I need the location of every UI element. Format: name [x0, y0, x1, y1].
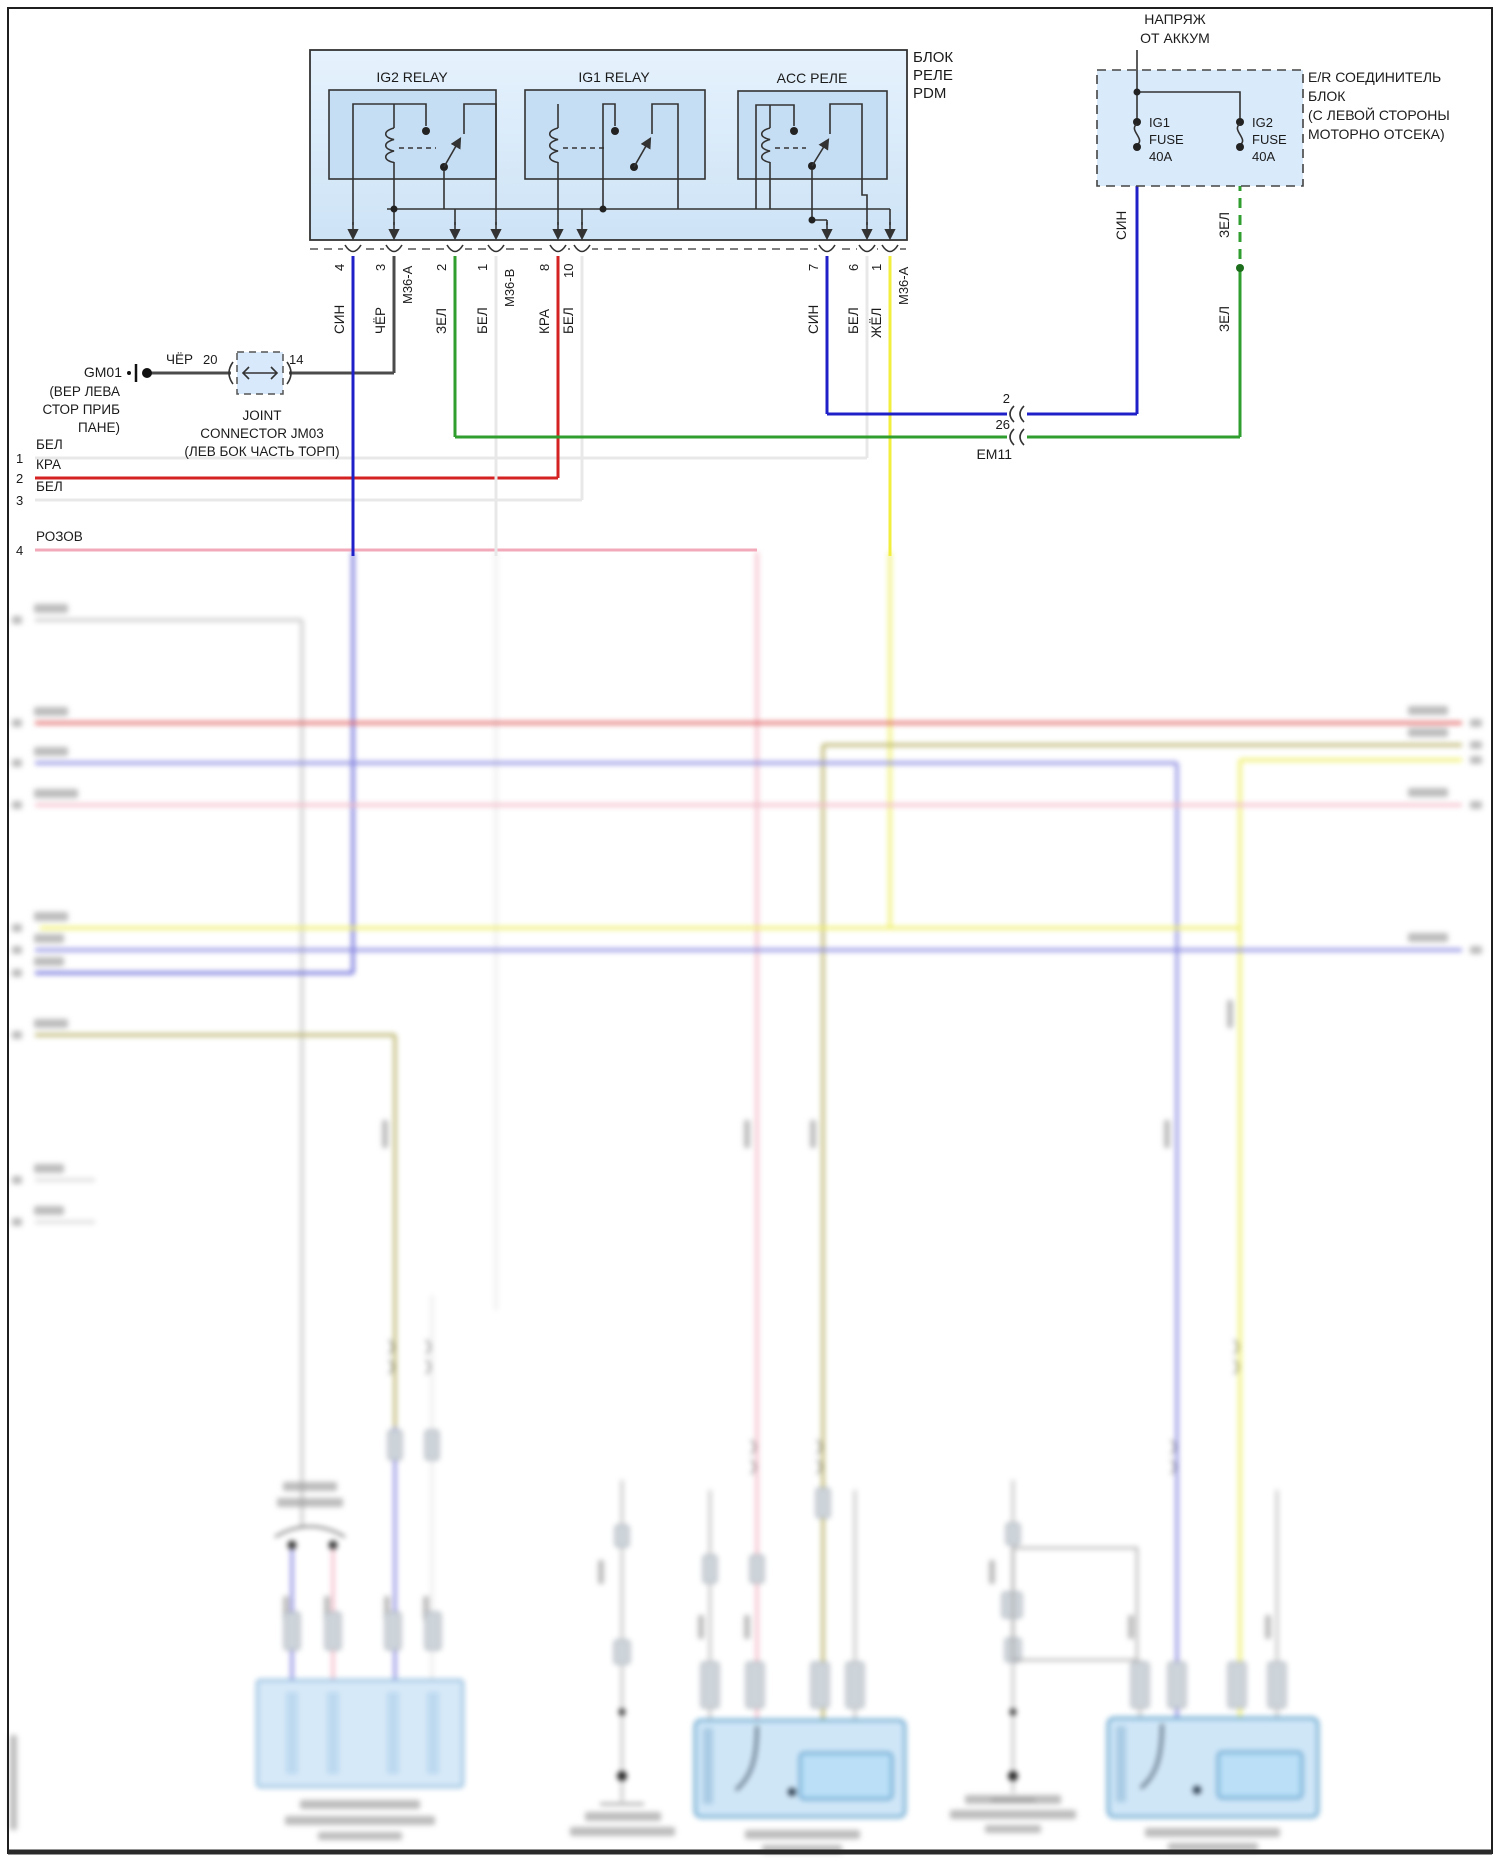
double-arrow-icon [241, 366, 279, 380]
blurred-edge-labels [12, 604, 1482, 1226]
pin-num: 1 [869, 264, 884, 271]
wire-label: ЖЁЛ [869, 308, 884, 338]
er-label-1: E/R СОЕДИНИТЕЛЬ [1308, 69, 1441, 85]
acc-relay-title: ACC РЕЛЕ [777, 70, 848, 86]
wire-label: СИН [1114, 211, 1129, 240]
wire-label: СИН [332, 305, 347, 334]
joint-pin-b: 14 [289, 352, 303, 367]
em11-pin-green: 26 [996, 417, 1010, 432]
line-wire: РОЗОВ [36, 529, 83, 544]
er-label-2: БЛОК [1308, 88, 1346, 104]
wire-label: БЕЛ [561, 307, 576, 334]
ig2-relay-internals [352, 103, 497, 225]
battery-feed-2: ОТ АККУМ [1140, 30, 1210, 46]
blurred-wire-tags [283, 1000, 1271, 1639]
watermark [10, 1735, 17, 1830]
joint-pin-a: 20 [203, 352, 217, 367]
ig1-fuse [1133, 118, 1141, 151]
connector-tag: M36-B [502, 269, 517, 307]
acc-relay-internals [755, 103, 868, 225]
pin-num: 6 [846, 264, 861, 271]
pdm-block [309, 49, 908, 256]
pin-num: 2 [434, 264, 449, 271]
ig2-fuse-type: FUSE [1252, 132, 1287, 147]
pdm-pin-arrows [347, 222, 896, 241]
em11-pin-blue: 2 [1003, 391, 1010, 406]
battery-feed-1: НАПРЯЖ [1144, 11, 1205, 27]
em11-name: EM11 [976, 446, 1012, 462]
pdm-label-3: PDM [913, 85, 946, 102]
pdm-label-1: БЛОК [913, 49, 953, 66]
ground-loc-3: ПАНЕ) [78, 420, 120, 435]
ground-name: GM01 [84, 364, 122, 380]
ground-wire-label: ЧЁР [166, 352, 193, 367]
ig2-fuse [1236, 118, 1244, 151]
page-border [7, 7, 1493, 1855]
line-wire: БЕЛ [36, 437, 63, 452]
wire-label: ЧЁР [373, 307, 388, 334]
line-num: 1 [16, 451, 23, 466]
wire-label: ЗЕЛ [1217, 212, 1232, 238]
wire-label: БЕЛ [846, 307, 861, 334]
line-num: 2 [16, 471, 23, 486]
bottom-middle-component [570, 1718, 907, 1853]
left-feed-lines [35, 456, 867, 552]
line-wire: БЕЛ [36, 479, 63, 494]
ig2-relay-title: IG2 RELAY [376, 69, 448, 85]
wire-label: ЗЕЛ [434, 308, 449, 334]
pin-num: 4 [332, 264, 347, 271]
pin-num: 1 [475, 264, 490, 271]
ig2-fuse-name: IG2 [1252, 115, 1273, 130]
pin-num: 10 [561, 264, 576, 278]
connector-tag: M36-A [400, 265, 415, 304]
ig2-fuse-rating: 40A [1252, 149, 1275, 164]
er-fuse-block [1096, 50, 1304, 187]
em11-connector [1007, 405, 1027, 446]
joint-label-2: CONNECTOR JM03 [200, 426, 324, 441]
ig1-fuse-rating: 40A [1149, 149, 1172, 164]
bottom-left-component [256, 1679, 464, 1840]
wire-label: ЗЕЛ [1217, 306, 1232, 332]
ground-loc-1: (ВЕР ЛЕВА [49, 384, 120, 399]
pdm-label-2: РЕЛЕ [913, 67, 953, 84]
pin-num: 3 [373, 264, 388, 271]
blurred-connector-slots [283, 1429, 1287, 1709]
line-wire: КРА [36, 457, 61, 472]
wire-label: КРА [537, 309, 552, 334]
bottom-right-component [950, 1716, 1320, 1851]
ground-circuit [127, 351, 394, 395]
wire-label: СИН [806, 305, 821, 334]
joint-label-3: (ЛЕВ БОК ЧАСТЬ ТОРП) [184, 444, 339, 459]
er-label-3: (С ЛЕВОЙ СТОРОНЫ [1308, 106, 1450, 123]
pin-num: 7 [806, 264, 821, 271]
ig1-relay-internals [548, 103, 679, 225]
joint-label-1: JOINT [243, 408, 282, 423]
line-num: 4 [16, 543, 23, 558]
ground-terminal [142, 368, 152, 378]
labels: БЛОК РЕЛЕ PDM IG2 RELAY IG1 RELAY ACC РЕ… [16, 11, 1450, 558]
pdm-connector-row [310, 243, 907, 256]
ig1-fuse-name: IG1 [1149, 115, 1170, 130]
connector-tag: M36-A [896, 266, 911, 305]
ig2-relay-box [328, 89, 497, 180]
wire-label: БЕЛ [475, 307, 490, 334]
line-num: 3 [16, 493, 23, 508]
blurred-joint-brace [274, 1482, 346, 1550]
ground-loc-2: СТОР ПРИБ [43, 402, 121, 417]
er-label-4: МОТОРНО ОТСЕКА) [1308, 126, 1445, 142]
ig1-fuse-type: FUSE [1149, 132, 1184, 147]
ig1-relay-title: IG1 RELAY [578, 69, 650, 85]
blurred-connector-breaks [388, 1339, 1239, 1475]
pin-num: 8 [537, 264, 552, 271]
pdm-output-wires [351, 256, 892, 556]
